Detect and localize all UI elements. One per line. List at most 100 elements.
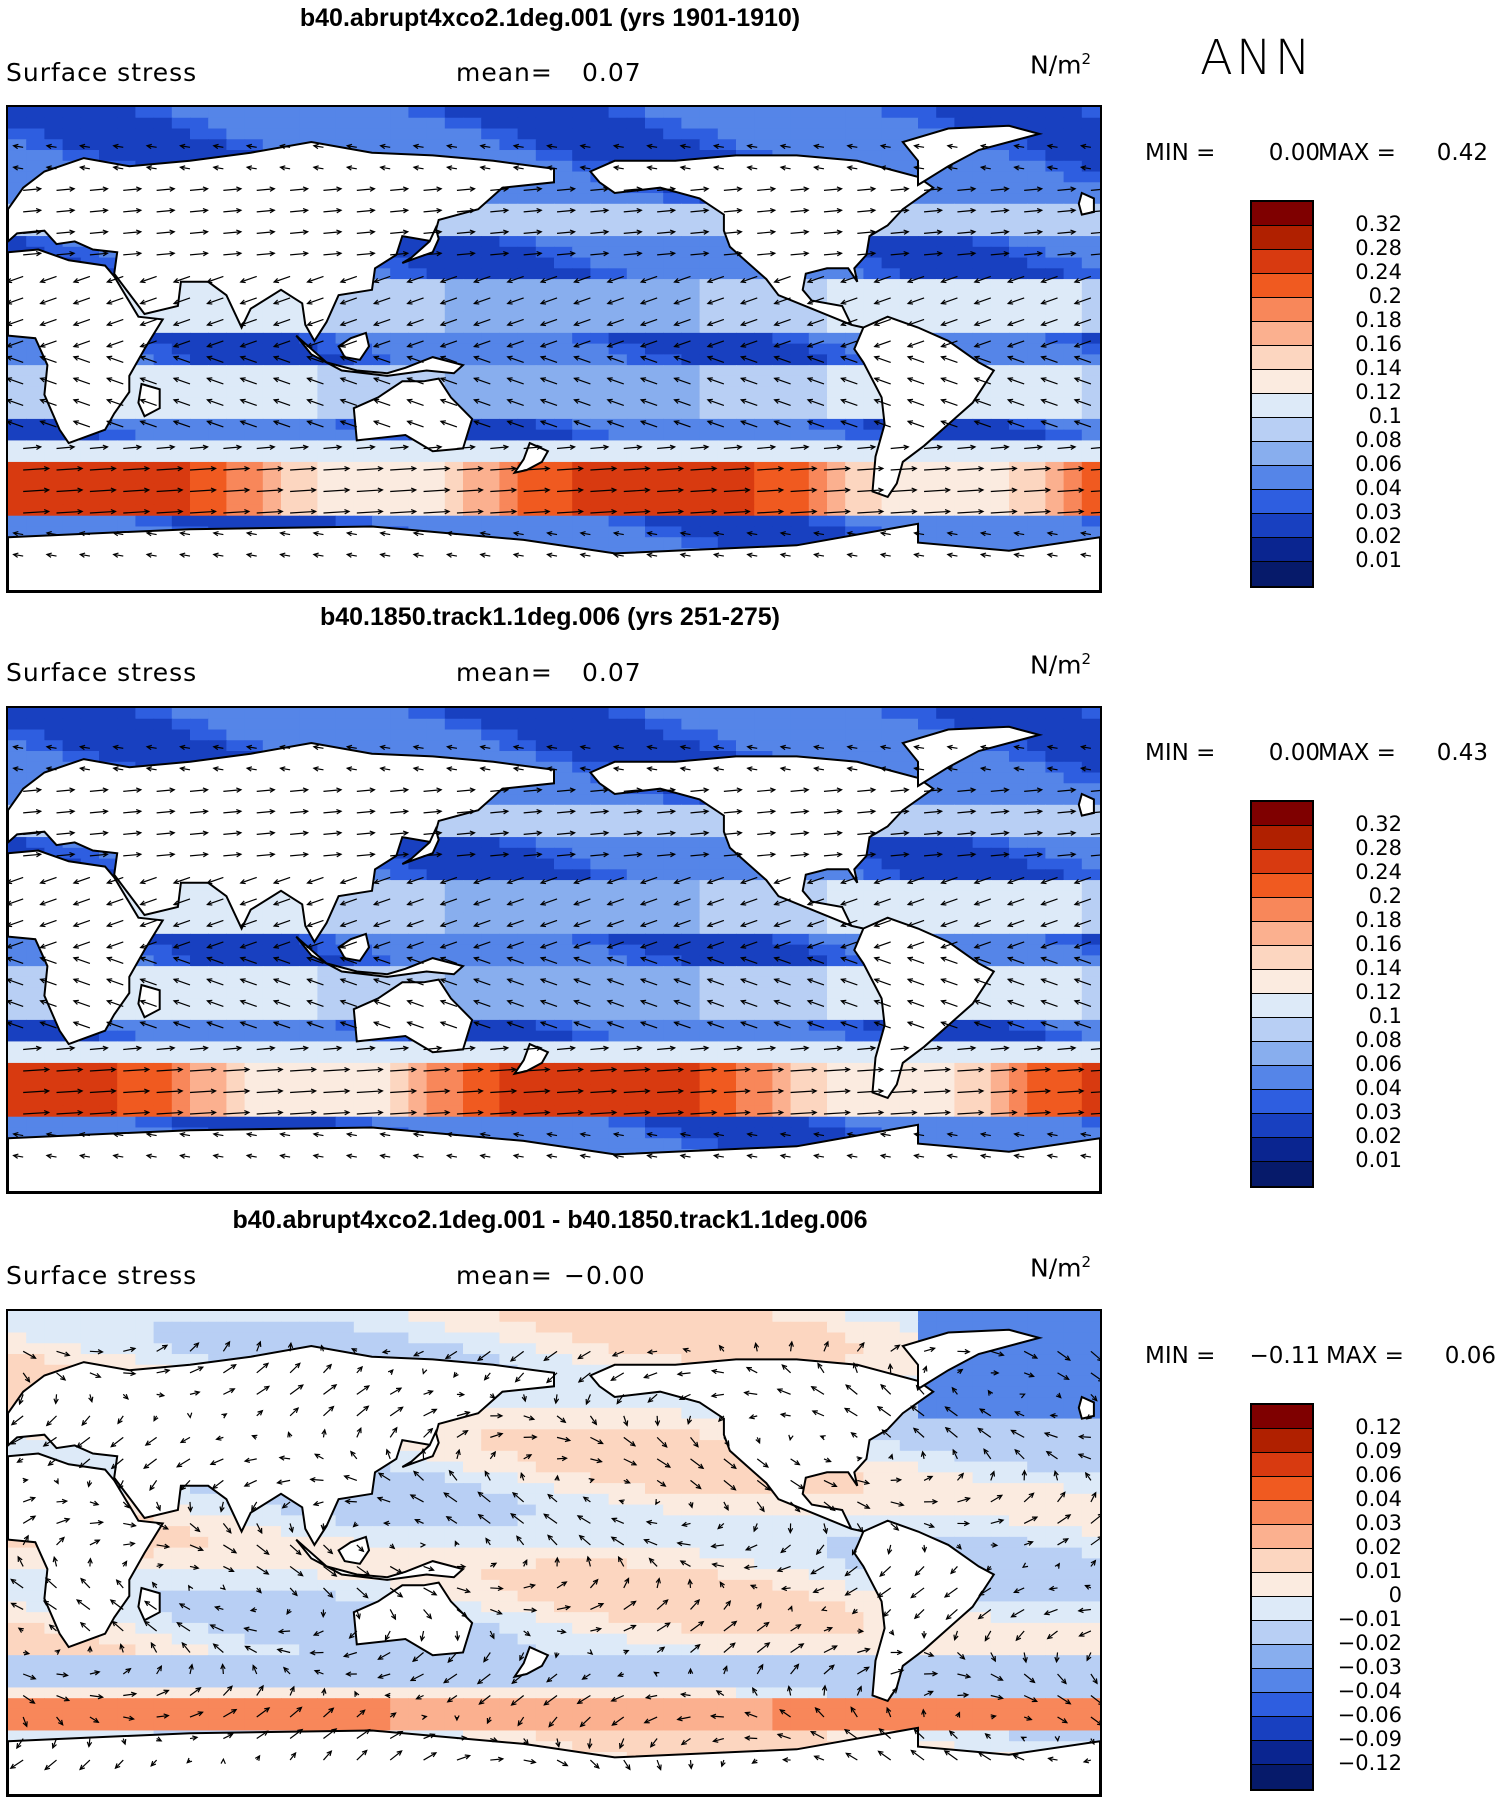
field-cell bbox=[736, 365, 755, 377]
field-cell bbox=[1027, 761, 1046, 774]
field-cell bbox=[299, 354, 318, 366]
field-cell bbox=[190, 901, 209, 913]
field-cell bbox=[481, 901, 500, 913]
field-cell bbox=[317, 429, 337, 442]
stress-vector bbox=[279, 530, 291, 537]
stress-vector bbox=[940, 318, 958, 327]
field-cell bbox=[226, 494, 246, 506]
stress-vector bbox=[573, 297, 591, 305]
field-cell bbox=[517, 504, 537, 517]
field-cell bbox=[226, 740, 246, 752]
field-cell bbox=[772, 472, 792, 485]
field-cell bbox=[736, 354, 755, 366]
field-cell bbox=[590, 901, 610, 913]
field-cell bbox=[608, 869, 628, 881]
field-cell bbox=[717, 869, 737, 881]
stress-vector bbox=[690, 465, 718, 472]
field-cell bbox=[663, 933, 682, 946]
field-cell bbox=[481, 858, 500, 870]
field-cell bbox=[827, 472, 846, 485]
field-cell bbox=[736, 515, 755, 528]
field-cell bbox=[954, 332, 974, 345]
field-cell bbox=[608, 300, 628, 312]
field-cell bbox=[554, 332, 573, 345]
field-cell bbox=[372, 718, 391, 731]
stress-vector bbox=[490, 186, 510, 192]
stress-vector bbox=[957, 444, 977, 450]
field-cell bbox=[499, 451, 519, 463]
field-cell bbox=[972, 815, 992, 827]
stress-vector bbox=[1073, 340, 1092, 348]
field-cell bbox=[535, 279, 555, 291]
field-cell bbox=[226, 515, 246, 528]
stress-vector bbox=[256, 250, 276, 257]
field-cell bbox=[426, 504, 446, 517]
field-cell bbox=[554, 494, 573, 506]
field-cell bbox=[645, 246, 664, 259]
field-cell bbox=[736, 257, 755, 269]
field-cell bbox=[1063, 815, 1083, 827]
field-cell bbox=[954, 858, 974, 870]
stress-vector bbox=[456, 229, 476, 235]
field-cell bbox=[881, 751, 901, 763]
field-cell bbox=[1009, 923, 1028, 935]
field-cell bbox=[1009, 182, 1028, 194]
stress-vector bbox=[573, 398, 591, 407]
field-cell bbox=[226, 451, 246, 463]
field-cell bbox=[499, 869, 519, 881]
stress-vector bbox=[356, 229, 376, 235]
field-cell bbox=[372, 354, 391, 366]
stress-vector bbox=[306, 377, 324, 385]
field-cell bbox=[281, 418, 300, 431]
field-cell bbox=[554, 408, 573, 420]
field-cell bbox=[590, 729, 610, 741]
stress-vector bbox=[623, 465, 651, 472]
field-cell bbox=[444, 128, 464, 140]
field-cell bbox=[772, 955, 792, 967]
field-cell bbox=[772, 408, 792, 420]
field-cell bbox=[845, 150, 864, 162]
field-cell bbox=[262, 708, 282, 720]
field-cell bbox=[153, 708, 173, 720]
field-cell bbox=[663, 858, 682, 870]
field-cell bbox=[26, 343, 45, 355]
field-cell bbox=[1027, 966, 1046, 978]
field-cell bbox=[645, 923, 664, 935]
field-cell bbox=[444, 139, 464, 151]
field-cell bbox=[1045, 440, 1065, 452]
field-cell bbox=[554, 783, 573, 795]
field-cell bbox=[517, 408, 537, 420]
field-cell bbox=[499, 289, 519, 302]
field-cell bbox=[1063, 869, 1083, 881]
field-cell bbox=[262, 504, 282, 517]
field-cell bbox=[845, 933, 864, 946]
field-cell bbox=[171, 966, 191, 978]
field-cell bbox=[517, 322, 537, 334]
field-cell bbox=[790, 451, 810, 463]
stress-vector bbox=[372, 275, 391, 284]
field-cell bbox=[790, 408, 810, 420]
stress-vector bbox=[873, 355, 891, 364]
field-cell bbox=[463, 912, 482, 924]
field-cell bbox=[499, 193, 519, 205]
field-cell bbox=[881, 300, 901, 312]
field-cell bbox=[845, 901, 864, 913]
stress-vector bbox=[957, 508, 985, 515]
field-cell bbox=[535, 461, 555, 474]
stress-vector bbox=[189, 250, 209, 257]
stress-vector bbox=[657, 186, 677, 192]
field-cell bbox=[936, 537, 955, 549]
field-cell bbox=[827, 880, 846, 892]
stress-vector bbox=[456, 250, 476, 257]
field-cell bbox=[717, 740, 737, 752]
field-cell bbox=[736, 472, 755, 485]
field-cell bbox=[535, 150, 555, 162]
field-cell bbox=[135, 429, 155, 442]
field-cell bbox=[645, 494, 664, 506]
field-cell bbox=[463, 966, 482, 978]
field-cell bbox=[153, 472, 173, 485]
field-cell bbox=[972, 847, 992, 860]
field-cell bbox=[990, 901, 1010, 913]
field-cell bbox=[1063, 708, 1083, 720]
field-cell bbox=[918, 890, 937, 903]
